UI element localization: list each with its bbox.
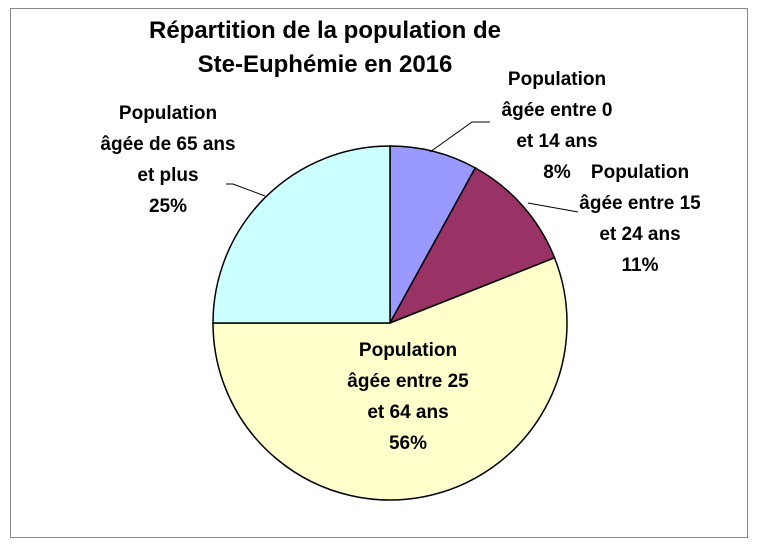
pie-slice [389, 145, 477, 324]
slice-label: Population âgée entre 15 et 24 ans 11% [572, 157, 708, 281]
category-name: Population âgée entre 0 et 14 ans [501, 69, 613, 152]
category-name: Population âgée entre 15 et 24 ans [579, 162, 701, 245]
slice-label: Population âgée entre 0 et 14 ans 8% [492, 64, 622, 188]
leader-line [527, 202, 579, 213]
leader-line [429, 121, 490, 153]
chart-title: Répartition de la population de Ste-Euph… [148, 17, 501, 78]
pie-slice [212, 256, 568, 501]
category-name: Population âgée entre 25 et 64 ans [347, 340, 469, 423]
percent-label: 11% [621, 255, 659, 276]
leader-line [226, 183, 266, 197]
slice-label: Population âgée de 65 ans et plus 25% [98, 98, 238, 222]
pie [212, 145, 568, 501]
pie-slice [212, 145, 391, 324]
percent-label: 25% [148, 196, 188, 217]
slice-label: Population âgée entre 25 et 64 ans 56% [338, 335, 478, 459]
percent-label: 8% [543, 162, 571, 183]
category-name: Population âgée de 65 ans et plus [100, 103, 236, 186]
percent-label: 56% [388, 433, 428, 454]
pie-slice [388, 166, 556, 325]
